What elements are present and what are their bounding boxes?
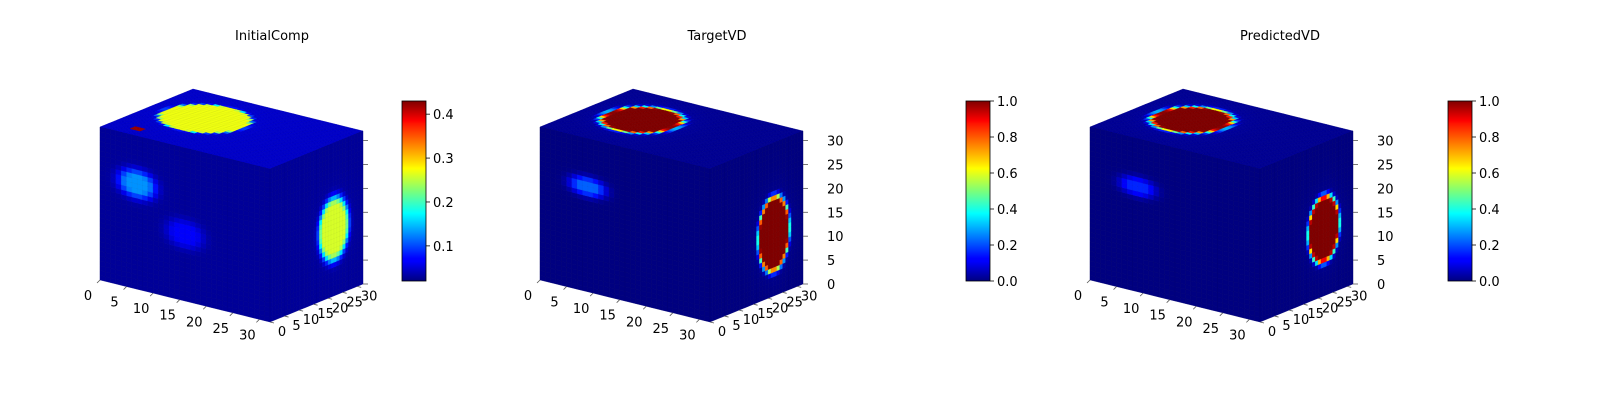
y-tick-mark <box>299 310 303 311</box>
x-tick-label: 10 <box>133 302 150 317</box>
x-tick-label: 15 <box>159 309 176 324</box>
y-tick-mark <box>328 298 332 299</box>
y-tick-label: 30 <box>361 289 378 304</box>
voxel-cube <box>540 89 803 322</box>
x-tick-label: 30 <box>239 328 256 343</box>
colorbar: 0.1 0.2 0.3 0.4 <box>402 101 454 281</box>
x-tick-label: 20 <box>186 315 203 330</box>
x-tick-label: 5 <box>110 296 118 311</box>
y-tick-mark <box>285 316 289 317</box>
x-tick-mark <box>203 306 206 309</box>
y-tick-mark <box>357 286 361 287</box>
panel-title: TargetVD <box>686 29 746 44</box>
voxel-cube <box>100 89 363 322</box>
panel-title: InitialComp <box>235 29 309 44</box>
x-tick-mark <box>124 287 127 290</box>
colorbar-tick-label: 0.1 <box>433 240 454 255</box>
colorbar-tick-label: 0.4 <box>433 108 454 123</box>
y-tick-mark <box>270 322 274 323</box>
x-tick-label: 0 <box>84 289 92 304</box>
x-tick-mark <box>150 293 153 296</box>
colorbar-tick-label: 0.3 <box>433 152 454 167</box>
y-tick-label: 5 <box>292 319 300 334</box>
colorbar-tick-label: 0.2 <box>433 196 454 211</box>
x-tick-mark <box>97 280 100 283</box>
colorbar-gradient <box>402 101 426 281</box>
colorbar-ticks: 0.1 0.2 0.3 0.4 <box>426 108 454 255</box>
y-tick-mark <box>314 304 318 305</box>
y-tick-mark <box>343 292 347 293</box>
y-tick-label: 0 <box>278 325 286 340</box>
x-tick-label: 25 <box>213 322 230 337</box>
x-tick-mark <box>230 313 233 316</box>
x-tick-mark <box>256 319 259 322</box>
x-tick-mark <box>177 300 180 303</box>
